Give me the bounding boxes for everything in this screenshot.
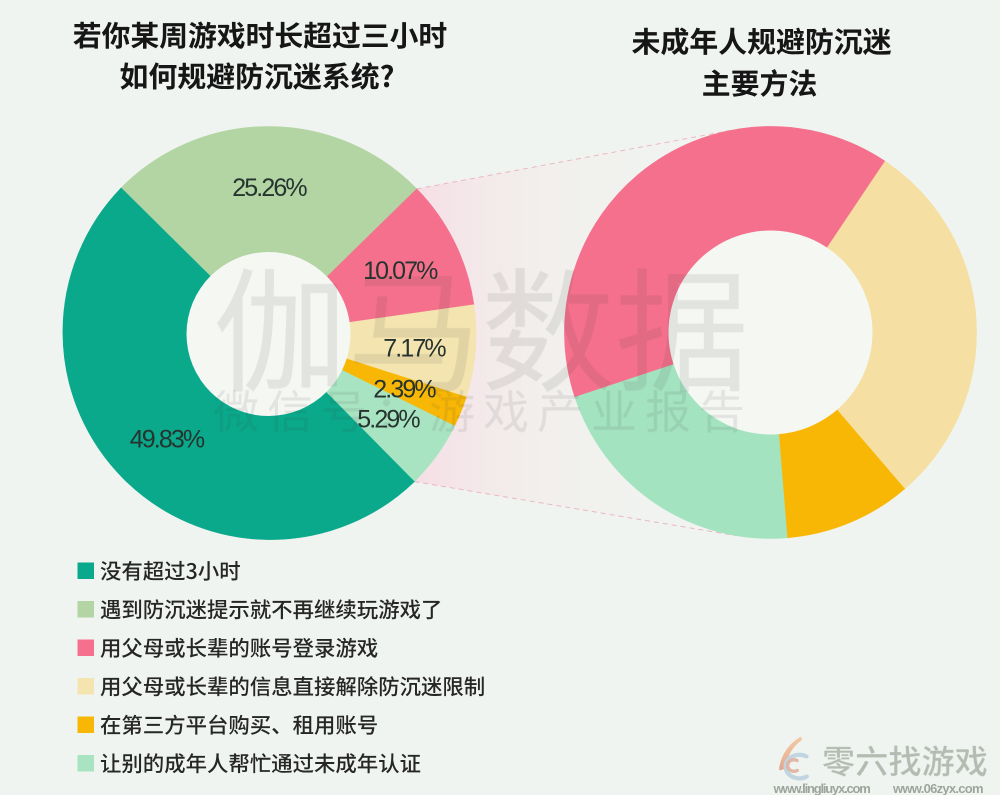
svg-text:www.06zyx.com: www.06zyx.com	[892, 781, 983, 795]
svg-text:2.39%: 2.39%	[373, 375, 436, 403]
svg-text:25.26%: 25.26%	[232, 174, 307, 202]
svg-text:7.17%: 7.17%	[383, 334, 446, 362]
svg-text:49.83%: 49.83%	[130, 425, 205, 453]
svg-text:www.lingliuyx.com: www.lingliuyx.com	[773, 781, 871, 795]
svg-text:10.07%: 10.07%	[363, 257, 438, 285]
svg-text:5.29%: 5.29%	[357, 405, 420, 433]
